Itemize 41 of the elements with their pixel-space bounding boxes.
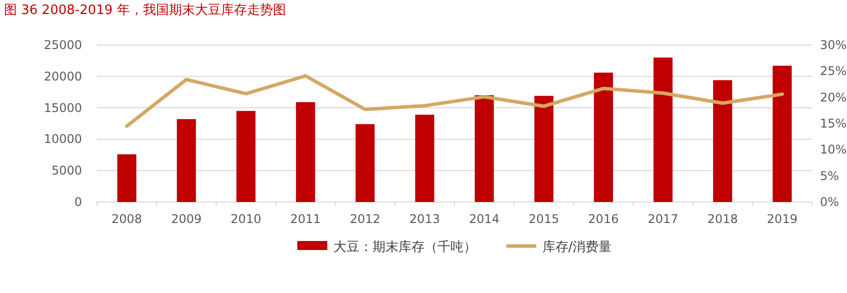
chart-title: 图 36 2008-2019 年，我国期末大豆库存走势图 [4, 3, 286, 18]
y2-tick-label: 10% [820, 142, 847, 157]
bar [236, 110, 256, 202]
bar [594, 72, 613, 202]
y-tick-label: 20000 [44, 69, 82, 84]
x-tick-label: 2012 [350, 212, 380, 226]
y-tick-label: 25000 [44, 38, 82, 52]
y-tick-label: 10000 [44, 132, 82, 146]
bar [713, 80, 732, 202]
y-tick-label: 0 [74, 195, 82, 209]
bar [474, 95, 494, 202]
y2-tick-label: 5% [820, 168, 840, 183]
legend-label: 库存/消费量 [542, 240, 612, 255]
y-tick-label: 15000 [44, 100, 82, 115]
line-series [125, 74, 784, 128]
y2-tick-label: 25% [820, 64, 847, 78]
x-tick-label: 2015 [528, 212, 560, 226]
x-tick-label: 2016 [588, 212, 619, 226]
bar [415, 114, 434, 202]
y2-tick-label: 15% [820, 116, 847, 130]
x-tick-label: 2011 [290, 212, 321, 226]
x-tick-label: 2017 [648, 212, 678, 226]
y-tick-label: 5000 [51, 164, 82, 178]
x-tick-label: 2010 [230, 212, 262, 226]
x-tick-label: 2009 [171, 212, 202, 226]
x-tick-label: 2013 [409, 212, 440, 226]
y2-tick-label: 0% [820, 195, 840, 209]
y2-tick-label: 20% [820, 90, 847, 104]
x-tick-label: 2014 [469, 212, 500, 226]
bar [356, 124, 375, 202]
legend-label: 大豆：期末库存（千吨） [333, 240, 476, 255]
y2-tick-label: 30% [820, 38, 847, 52]
bar [772, 66, 792, 202]
bar [117, 154, 136, 202]
bar [176, 119, 196, 202]
x-tick-label: 2019 [766, 212, 798, 226]
x-tick-label: 2018 [707, 212, 738, 226]
bar [296, 102, 316, 202]
x-tick-label: 2008 [112, 212, 142, 226]
bar [534, 96, 554, 202]
bar [654, 58, 673, 202]
